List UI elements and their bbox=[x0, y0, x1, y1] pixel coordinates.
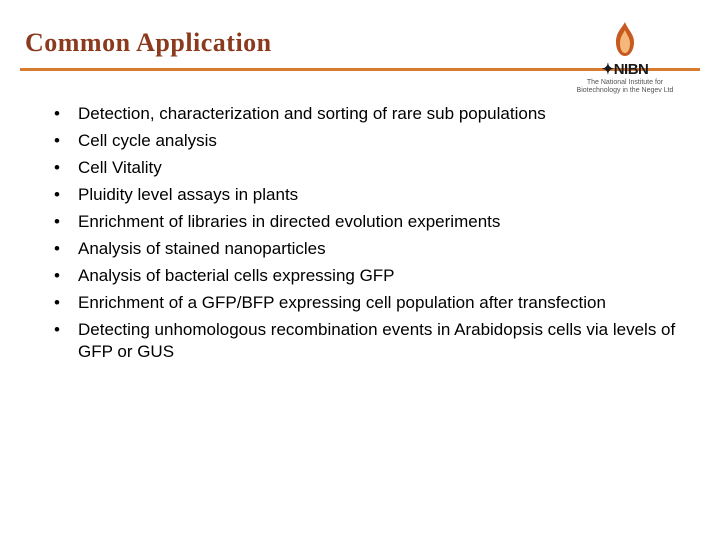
logo-sub-line1: The National Institute for bbox=[577, 79, 674, 87]
bullet-text: Cell Vitality bbox=[78, 157, 680, 180]
logo-main-text: ✦NIBN bbox=[602, 60, 649, 78]
bullet-list: •Detection, characterization and sorting… bbox=[50, 103, 680, 364]
logo-main-label: NIBN bbox=[614, 61, 649, 78]
bullet-text: Detection, characterization and sorting … bbox=[78, 103, 680, 126]
content-area: •Detection, characterization and sorting… bbox=[0, 71, 720, 364]
bullet-dot-icon: • bbox=[50, 292, 78, 315]
bullet-text: Detecting unhomologous recombination eve… bbox=[78, 319, 680, 365]
list-item: •Analysis of stained nanoparticles bbox=[50, 238, 680, 261]
bullet-dot-icon: • bbox=[50, 103, 78, 126]
bullet-text: Analysis of stained nanoparticles bbox=[78, 238, 680, 261]
list-item: •Detecting unhomologous recombination ev… bbox=[50, 319, 680, 365]
flame-icon bbox=[610, 20, 640, 58]
bullet-dot-icon: • bbox=[50, 319, 78, 342]
bullet-dot-icon: • bbox=[50, 130, 78, 153]
list-item: •Cell Vitality bbox=[50, 157, 680, 180]
bullet-dot-icon: • bbox=[50, 238, 78, 261]
bullet-text: Analysis of bacterial cells expressing G… bbox=[78, 265, 680, 288]
bullet-text: Enrichment of a GFP/BFP expressing cell … bbox=[78, 292, 680, 315]
bullet-text: Cell cycle analysis bbox=[78, 130, 680, 153]
list-item: •Pluidity level assays in plants bbox=[50, 184, 680, 207]
bullet-dot-icon: • bbox=[50, 157, 78, 180]
list-item: •Enrichment of libraries in directed evo… bbox=[50, 211, 680, 234]
list-item: •Enrichment of a GFP/BFP expressing cell… bbox=[50, 292, 680, 315]
bullet-dot-icon: • bbox=[50, 184, 78, 207]
header-area: Common Application ✦NIBN The National In… bbox=[0, 0, 720, 58]
bullet-dot-icon: • bbox=[50, 265, 78, 288]
logo-prefix-glyph: ✦ bbox=[602, 61, 614, 78]
list-item: •Cell cycle analysis bbox=[50, 130, 680, 153]
logo-sub-text: The National Institute for Biotechnology… bbox=[577, 79, 674, 94]
logo-sub-line2: Biotechnology in the Negev Ltd bbox=[577, 87, 674, 95]
list-item: •Detection, characterization and sorting… bbox=[50, 103, 680, 126]
nibn-logo: ✦NIBN The National Institute for Biotech… bbox=[560, 20, 690, 84]
bullet-text: Enrichment of libraries in directed evol… bbox=[78, 211, 680, 234]
bullet-dot-icon: • bbox=[50, 211, 78, 234]
bullet-text: Pluidity level assays in plants bbox=[78, 184, 680, 207]
list-item: •Analysis of bacterial cells expressing … bbox=[50, 265, 680, 288]
